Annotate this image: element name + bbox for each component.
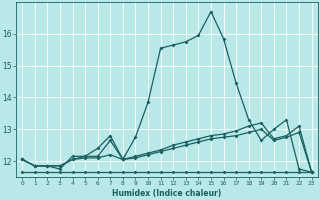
X-axis label: Humidex (Indice chaleur): Humidex (Indice chaleur) [112,189,221,198]
